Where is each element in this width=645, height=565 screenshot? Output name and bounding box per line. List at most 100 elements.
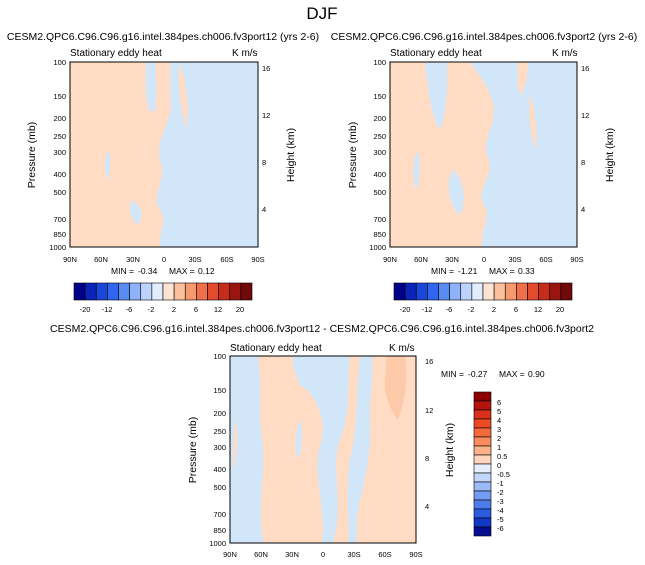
y-right-tick-label: 4 bbox=[581, 205, 585, 214]
panel-3-min-value: -0.27 bbox=[468, 369, 488, 379]
colorbar-label: 2 bbox=[172, 305, 176, 314]
panel-2-colorbar bbox=[393, 282, 573, 301]
y-tick-label: 300 bbox=[373, 148, 386, 157]
y-right-tick-label: 8 bbox=[425, 454, 429, 463]
colorbar-swatch bbox=[473, 445, 492, 456]
x-tick-label: 30S bbox=[508, 255, 521, 264]
colorbar-swatch bbox=[560, 282, 573, 301]
panel-2-max-label: MAX = bbox=[489, 266, 515, 276]
panel-1-ylabel: Pressure (mb) bbox=[26, 122, 38, 189]
panel-1-plot-area bbox=[69, 61, 259, 248]
y-tick-label: 700 bbox=[213, 510, 226, 519]
x-tick-label: 90S bbox=[409, 550, 422, 559]
panel-1-title: CESM2.QPC6.C96.C96.g16.intel.384pes.ch00… bbox=[7, 31, 319, 43]
colorbar-label: 4 bbox=[497, 416, 501, 425]
x-tick-label: 60S bbox=[220, 255, 233, 264]
panel-3-ylabel: Pressure (mb) bbox=[187, 417, 199, 484]
y-right-tick-label: 8 bbox=[262, 158, 266, 167]
y-tick-label: 150 bbox=[373, 92, 386, 101]
y-tick-label: 700 bbox=[53, 215, 66, 224]
y-right-tick-label: 16 bbox=[425, 357, 433, 366]
panel-3-max-value: 0.90 bbox=[528, 369, 545, 379]
panel-1-xticks: 90N 60N 30N 0 30S 60S 90S bbox=[63, 255, 265, 264]
colorbar-swatch bbox=[473, 481, 492, 492]
colorbar-swatch bbox=[73, 282, 86, 301]
panel-2-title: CESM2.QPC6.C96.C96.g16.intel.384pes.ch00… bbox=[331, 31, 637, 43]
colorbar-label: 12 bbox=[214, 305, 222, 314]
colorbar-label: -20 bbox=[80, 305, 91, 314]
y-tick-label: 1000 bbox=[369, 243, 386, 252]
colorbar-swatch bbox=[415, 282, 428, 301]
panel-3-units: K m/s bbox=[389, 343, 415, 354]
panel-2-max-value: 0.33 bbox=[518, 266, 535, 276]
y-tick-label: 400 bbox=[53, 170, 66, 179]
colorbar-swatch bbox=[196, 282, 208, 301]
colorbar-swatch bbox=[482, 282, 495, 301]
x-tick-label: 60N bbox=[94, 255, 108, 264]
colorbar-swatch bbox=[140, 282, 153, 301]
colorbar-label: -3 bbox=[497, 497, 504, 506]
colorbar-swatch bbox=[438, 282, 450, 301]
colorbar-label: -4 bbox=[497, 506, 504, 515]
colorbar-label: 2 bbox=[492, 305, 496, 314]
y-tick-label: 200 bbox=[373, 114, 386, 123]
y-tick-label: 100 bbox=[53, 58, 66, 67]
y-tick-label: 850 bbox=[373, 230, 386, 239]
y-tick-label: 1000 bbox=[49, 243, 66, 252]
x-tick-label: 60N bbox=[254, 550, 268, 559]
y-tick-label: 400 bbox=[373, 170, 386, 179]
x-tick-label: 30S bbox=[188, 255, 201, 264]
colorbar-swatch bbox=[473, 418, 492, 429]
panel-1-yticks: 100 150 200 250 300 400 500 700 850 1000 bbox=[49, 58, 66, 252]
colorbar-label: -20 bbox=[400, 305, 411, 314]
y-tick-label: 250 bbox=[213, 427, 226, 436]
colorbar-swatch bbox=[473, 427, 492, 438]
colorbar-swatch bbox=[427, 282, 439, 301]
x-tick-label: 30S bbox=[347, 550, 360, 559]
colorbar-label: 6 bbox=[514, 305, 518, 314]
colorbar-label: -2 bbox=[148, 305, 155, 314]
x-tick-label: 0 bbox=[162, 255, 166, 264]
panel-1-max-value: 0.12 bbox=[198, 266, 215, 276]
colorbar-swatch bbox=[471, 282, 484, 301]
panel-3-colorbar-labels: 6 5 4 3 2 1 0.5 0 -0.5 -1 -2 -3 -4 -5 -6 bbox=[497, 398, 510, 533]
colorbar-label: 20 bbox=[236, 305, 244, 314]
panel-2-xticks: 90N 60N 30N 0 30S 60S 90S bbox=[383, 255, 584, 264]
colorbar-label: 12 bbox=[534, 305, 542, 314]
colorbar-label: -1 bbox=[497, 479, 504, 488]
y-right-tick-label: 8 bbox=[581, 158, 585, 167]
panel-3-colorbar bbox=[473, 391, 492, 537]
panel-1-min-label: MIN = bbox=[111, 266, 134, 276]
x-tick-label: 60S bbox=[539, 255, 552, 264]
panel-1: CESM2.QPC6.C96.C96.g16.intel.384pes.ch00… bbox=[7, 31, 319, 314]
panel-1-units: K m/s bbox=[232, 48, 258, 59]
panel-2-min-value: -1.21 bbox=[458, 266, 478, 276]
y-right-tick-label: 12 bbox=[581, 111, 589, 120]
y-right-tick-label: 4 bbox=[262, 205, 266, 214]
panel-1-colorbar bbox=[73, 282, 253, 301]
x-tick-label: 30N bbox=[285, 550, 299, 559]
panel-3-max-label: MAX = bbox=[499, 369, 525, 379]
y-tick-label: 500 bbox=[53, 188, 66, 197]
y-tick-label: 300 bbox=[53, 148, 66, 157]
panel-2-field-label: Stationary eddy heat bbox=[390, 48, 482, 59]
x-tick-label: 30N bbox=[445, 255, 459, 264]
panel-1-max-label: MAX = bbox=[169, 266, 195, 276]
panel-3-yticks-right: 16 12 8 4 bbox=[425, 357, 433, 511]
y-tick-label: 700 bbox=[373, 215, 386, 224]
colorbar-swatch bbox=[527, 282, 539, 301]
colorbar-label: -6 bbox=[446, 305, 453, 314]
panel-1-colorbar-labels: -20 -12 -6 -2 2 6 12 20 bbox=[80, 305, 245, 314]
panel-3-ylabel-right: Height (km) bbox=[444, 423, 456, 477]
y-right-tick-label: 16 bbox=[581, 64, 589, 73]
colorbar-swatch bbox=[473, 472, 492, 483]
colorbar-swatch bbox=[218, 282, 231, 301]
colorbar-label: -0.5 bbox=[497, 470, 510, 479]
colorbar-swatch bbox=[473, 463, 492, 474]
colorbar-swatch bbox=[229, 282, 242, 301]
colorbar-swatch bbox=[493, 282, 506, 301]
colorbar-swatch bbox=[473, 490, 492, 501]
y-tick-label: 200 bbox=[53, 114, 66, 123]
x-tick-label: 0 bbox=[482, 255, 486, 264]
